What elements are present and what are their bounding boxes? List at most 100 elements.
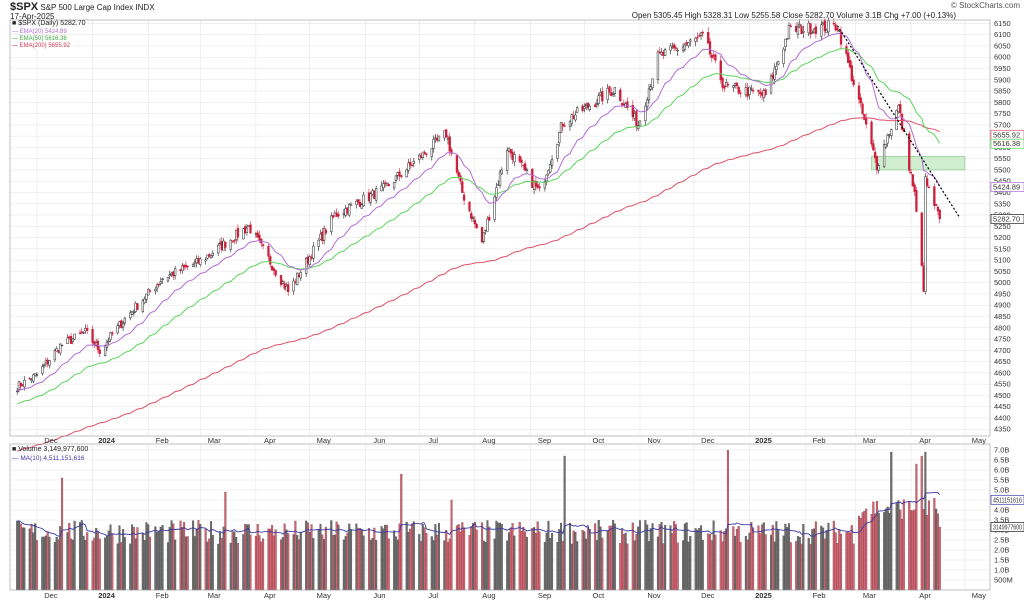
candle-up xyxy=(333,212,337,217)
volume-bar xyxy=(32,532,35,591)
candle-up xyxy=(570,114,573,124)
volume-panel-frame xyxy=(9,443,991,591)
volume-bar xyxy=(698,528,701,591)
chart-date: 17-Apr-2025 xyxy=(10,12,55,21)
volume-bar xyxy=(269,528,272,591)
legend-ma10: — MA(10) 4,511,151,616 xyxy=(12,455,85,462)
volume-bar xyxy=(762,522,765,591)
candle-up xyxy=(585,103,588,106)
month-label: Apr xyxy=(264,591,276,600)
volume-bar xyxy=(911,510,914,591)
candle-down xyxy=(712,54,715,57)
volume-tick-label: 4.0B xyxy=(994,506,1009,515)
price-tick-label: 4450 xyxy=(994,402,1011,411)
volume-bar xyxy=(256,524,259,591)
candle-down xyxy=(836,27,839,31)
price-tick-label: 4350 xyxy=(994,425,1011,434)
volume-bar xyxy=(488,526,491,591)
volume-bar xyxy=(204,528,207,591)
price-tick-label: 5750 xyxy=(994,109,1011,118)
volume-bar xyxy=(509,528,512,591)
volume-bar xyxy=(330,520,333,591)
candle-down xyxy=(593,104,597,108)
volume-bar xyxy=(48,536,51,591)
month-label: May xyxy=(972,436,986,445)
price-tick-label: 4850 xyxy=(994,312,1011,321)
volume-bar xyxy=(813,528,816,591)
candle-down xyxy=(398,171,401,177)
candle-up xyxy=(597,95,600,104)
volume-bar xyxy=(254,536,257,591)
volume-bar xyxy=(834,532,837,591)
volume-bar xyxy=(498,522,502,591)
month-label: 2024 xyxy=(98,591,116,600)
candle-down xyxy=(324,229,328,234)
volume-bar xyxy=(296,535,299,591)
volume-bar xyxy=(789,542,792,591)
volume-bar xyxy=(586,527,589,591)
candle-down xyxy=(279,274,283,286)
volume-bar xyxy=(656,536,659,591)
volume-bar xyxy=(161,525,164,591)
volume-bar xyxy=(344,536,347,591)
volume-bar xyxy=(91,540,94,591)
legend-ema200-label: EMA(200) 5655.92 xyxy=(19,43,71,49)
volume-bar xyxy=(206,541,209,591)
month-label: May xyxy=(317,436,331,445)
candle-down xyxy=(419,155,423,159)
volume-value-marker-label: 3149977600 xyxy=(993,523,1022,532)
month-label: Aug xyxy=(482,591,495,600)
candle-down xyxy=(473,219,477,225)
candle-up xyxy=(82,332,85,334)
candle-up xyxy=(412,160,415,164)
volume-bar xyxy=(367,528,370,591)
month-label: Aug xyxy=(482,436,495,445)
candle-up xyxy=(103,345,107,356)
volume-bar xyxy=(280,539,283,591)
volume-bar xyxy=(712,520,715,591)
volume-bars xyxy=(16,449,941,591)
volume-bar xyxy=(436,534,439,591)
legend-price-label: $SPX (Daily) 5282.70 xyxy=(18,20,86,27)
candle-down xyxy=(373,190,376,200)
candle-down xyxy=(455,155,459,173)
volume-bar xyxy=(872,501,875,591)
candle-up xyxy=(547,170,550,175)
candle-up xyxy=(777,61,780,65)
month-label: Feb xyxy=(813,591,826,600)
volume-bar xyxy=(895,502,898,591)
candle-down xyxy=(899,104,902,114)
symbol: $SPX xyxy=(10,1,39,13)
volume-bar xyxy=(337,524,340,591)
legend-volume-label: Volume 3,149,977,600 xyxy=(18,446,89,453)
volume-bar xyxy=(838,529,841,591)
candle-up xyxy=(421,151,424,158)
volume-bar xyxy=(231,531,234,591)
candle-down xyxy=(619,89,622,102)
candle-down xyxy=(865,117,868,125)
candle-up xyxy=(646,99,649,108)
volume-bar xyxy=(463,527,466,591)
volume-bar xyxy=(556,542,559,591)
volume-bar xyxy=(748,532,751,591)
candle-up xyxy=(748,86,751,95)
candle-up xyxy=(568,121,572,127)
volume-bar xyxy=(262,538,265,591)
volume-bar xyxy=(68,523,71,591)
candle-up xyxy=(821,21,825,24)
candle-down xyxy=(658,51,661,54)
candle-up xyxy=(330,215,333,233)
candle-up xyxy=(725,82,728,87)
candle-up xyxy=(35,374,39,376)
candle-down xyxy=(662,51,665,56)
price-candles xyxy=(16,17,941,395)
candle-down xyxy=(98,349,101,354)
candle-down xyxy=(859,97,862,104)
price-tick-label: 4950 xyxy=(994,289,1011,298)
candle-down xyxy=(462,194,466,201)
volume-bar xyxy=(710,540,713,591)
candle-down xyxy=(236,227,240,238)
legend-ema20: — EMA(20) 5424.89 xyxy=(12,29,67,35)
candle-down xyxy=(857,85,861,100)
